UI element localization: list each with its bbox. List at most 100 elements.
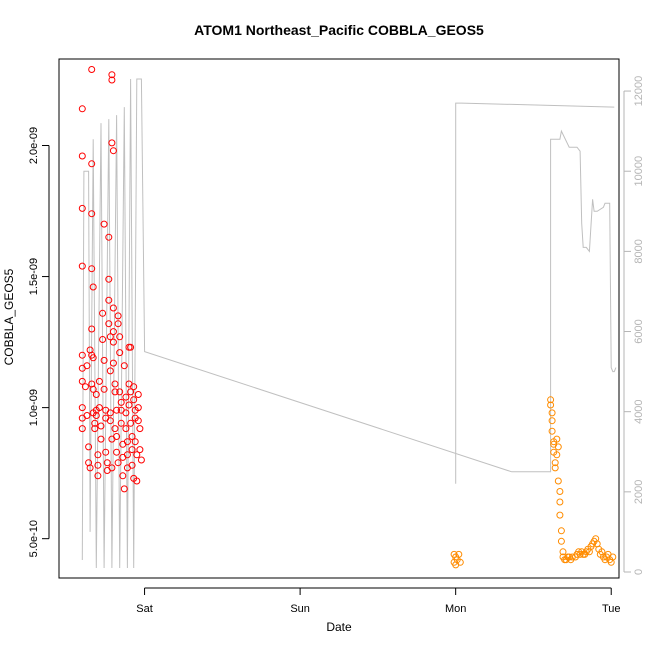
data-point	[78, 351, 86, 359]
data-point	[123, 438, 131, 446]
data-point	[120, 362, 128, 370]
data-point	[89, 354, 97, 362]
data-point	[94, 461, 102, 469]
data-point	[557, 527, 565, 535]
data-point	[85, 443, 93, 451]
data-point	[128, 461, 136, 469]
data-point	[547, 396, 555, 404]
data-point	[122, 393, 130, 401]
data-point	[551, 464, 559, 472]
data-point	[113, 448, 121, 456]
data-point	[106, 409, 114, 417]
data-point	[108, 71, 116, 79]
data-point	[553, 451, 561, 459]
chart-title: ATOM1 Northeast_Pacific COBBLA_GEOS5	[194, 22, 484, 38]
data-point	[553, 435, 561, 443]
data-point	[78, 262, 86, 270]
data-point	[88, 265, 96, 273]
data-point	[116, 349, 124, 357]
data-point	[109, 338, 117, 346]
data-point	[456, 558, 464, 566]
y-tick-label: 5.0e-10	[28, 520, 40, 557]
data-point	[551, 459, 559, 467]
plot-frame	[58, 58, 620, 579]
plot-border	[58, 58, 620, 579]
data-point	[134, 417, 142, 425]
data-point	[559, 548, 567, 556]
data-point	[88, 210, 96, 218]
altitude-lines	[81, 78, 617, 569]
data-point	[137, 456, 145, 464]
data-point	[130, 396, 138, 404]
data-point	[99, 336, 107, 343]
data-point	[78, 204, 86, 212]
data-point	[133, 477, 141, 485]
data-point	[109, 304, 117, 312]
data-point	[134, 391, 142, 398]
data-point	[455, 550, 463, 558]
data-point	[128, 446, 136, 454]
data-point	[88, 160, 96, 168]
data-point	[131, 438, 139, 446]
data-point	[100, 385, 108, 393]
data-point	[102, 448, 110, 456]
data-point	[88, 66, 96, 73]
data-point	[81, 383, 89, 391]
data-point	[100, 356, 108, 364]
data-point	[83, 412, 91, 419]
data-point	[94, 451, 102, 459]
data-point	[127, 419, 135, 427]
y2-tick-label: 6000	[633, 319, 645, 343]
data-point	[108, 139, 116, 147]
data-point	[103, 459, 111, 467]
data-point	[114, 312, 122, 320]
data-point	[92, 391, 100, 398]
data-point	[108, 464, 116, 472]
data-point	[136, 446, 144, 454]
data-point	[106, 417, 114, 425]
data-point	[78, 425, 86, 433]
y2-tick-label: 0	[633, 569, 645, 575]
data-point	[91, 419, 99, 427]
data-point	[554, 477, 562, 485]
x-axis-label: Date	[326, 620, 352, 634]
data-point	[117, 419, 125, 427]
y-tick-label: 2.0e-09	[28, 127, 40, 164]
data-point	[127, 388, 135, 396]
data-point	[125, 401, 133, 409]
data-point	[106, 367, 114, 375]
y2-tick-label: 8000	[633, 239, 645, 263]
data-point	[105, 296, 113, 304]
altitude-line-0	[81, 78, 617, 569]
data-point	[548, 417, 556, 425]
data-point	[122, 409, 130, 417]
x-tick-label: Tue	[602, 603, 621, 615]
data-point	[106, 333, 114, 341]
data-point	[114, 320, 122, 328]
x-tick-label: Mon	[445, 603, 466, 615]
data-point	[78, 105, 86, 113]
data-point	[136, 425, 144, 433]
data-point	[130, 383, 138, 391]
data-point	[548, 427, 556, 435]
y2-tick-label: 10000	[633, 156, 645, 187]
data-point	[111, 380, 119, 388]
data-point	[109, 147, 117, 155]
data-point	[100, 220, 108, 228]
y2-tick-label: 12000	[633, 76, 645, 107]
data-points	[78, 66, 617, 569]
data-point	[128, 433, 136, 440]
data-point	[120, 485, 128, 493]
data-point	[548, 409, 556, 417]
y-axis: 5.0e-10 1.0e-09 1.5e-09 2.0e-09	[28, 127, 50, 557]
x-axis: Sat Sun Mon Tue	[136, 587, 621, 615]
data-point	[116, 388, 124, 396]
data-point	[117, 398, 125, 406]
data-point	[78, 152, 86, 160]
data-point	[86, 464, 94, 472]
data-point	[97, 422, 105, 430]
data-point	[89, 283, 97, 291]
altitude-line-1	[455, 102, 615, 484]
x-tick-label: Sat	[136, 603, 153, 615]
data-point	[89, 385, 97, 393]
